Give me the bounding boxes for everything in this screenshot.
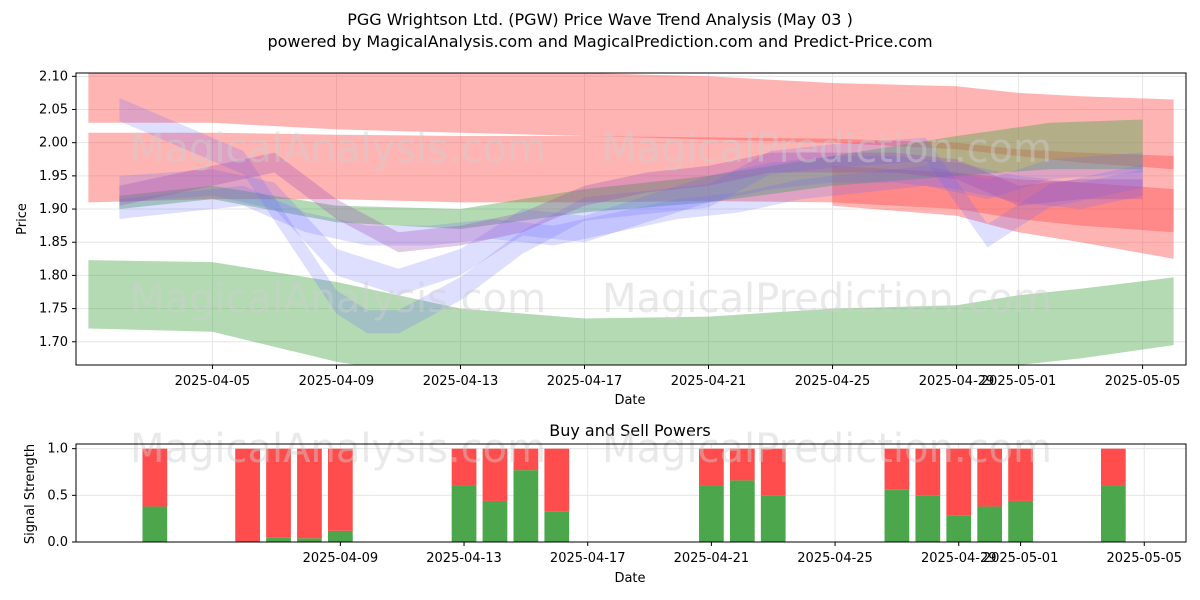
buy-bar bbox=[544, 511, 570, 542]
price-axis-ticks: 1.70 1.75 1.80 1.85 1.90 1.95 2.00 2.05 2.10 2025… bbox=[39, 69, 1180, 389]
price-xtick-label: 2025-05-05 bbox=[1105, 374, 1181, 389]
price-plot-frame bbox=[75, 72, 1187, 366]
sell-bar bbox=[482, 448, 508, 501]
buy-bar bbox=[729, 480, 755, 542]
chart-subtitle: powered by MagicalAnalysis.com and Magic… bbox=[267, 32, 932, 51]
price-xtick-label: 2025-04-21 bbox=[671, 374, 747, 389]
price-ytick-label: 1.80 bbox=[39, 268, 68, 283]
sell-bar bbox=[729, 448, 755, 481]
price-chart: MagicalAnalysis.com MagicalPrediction.co… bbox=[15, 69, 1187, 408]
price-watermarks: MagicalAnalysis.com MagicalPrediction.co… bbox=[130, 126, 1052, 322]
price-grid bbox=[76, 73, 1186, 365]
price-band-blue bbox=[119, 156, 1143, 296]
watermark-left: MagicalAnalysis.com bbox=[130, 126, 546, 172]
buy-bar bbox=[513, 470, 539, 542]
signal-xtick-label: 2025-04-09 bbox=[303, 551, 379, 566]
sell-bar bbox=[513, 448, 539, 471]
buy-bar bbox=[142, 506, 168, 542]
watermark-right: MagicalPrediction.com bbox=[602, 276, 1052, 322]
price-xtick-label: 2025-04-25 bbox=[795, 374, 871, 389]
price-xtick-label: 2025-04-09 bbox=[299, 374, 375, 389]
price-ytick-label: 1.70 bbox=[39, 335, 68, 350]
sell-bar bbox=[235, 448, 260, 542]
price-band-green bbox=[88, 260, 1174, 365]
buy-bar bbox=[266, 537, 291, 542]
sell-bar bbox=[946, 448, 972, 516]
signal-ytick-label: 1.0 bbox=[47, 442, 68, 457]
buy-bar bbox=[884, 489, 910, 542]
signal-ytick-label: 0.5 bbox=[47, 488, 68, 503]
price-xtick-label: 2025-04-13 bbox=[423, 374, 499, 389]
price-ytick-label: 1.90 bbox=[39, 202, 68, 217]
price-band-purple bbox=[119, 152, 1143, 253]
watermark-left: MagicalAnalysis.com bbox=[130, 426, 546, 472]
buy-bar bbox=[915, 495, 941, 542]
buy-bar bbox=[327, 530, 353, 542]
price-xtick-label: 2025-05-01 bbox=[981, 374, 1057, 389]
price-ytick-label: 1.95 bbox=[39, 169, 68, 184]
price-bands bbox=[88, 73, 1174, 365]
buy-bar bbox=[699, 485, 724, 542]
signal-xlabel: Date bbox=[614, 571, 645, 586]
price-band-red bbox=[832, 165, 1174, 259]
signal-ytick-label: 0.0 bbox=[47, 535, 68, 550]
sell-bar bbox=[977, 448, 1003, 507]
price-ytick-label: 1.85 bbox=[39, 235, 68, 250]
signal-axis-ticks: 0.0 0.5 1.0 2025-04-09 2025-04-13 2025-04-17 2… bbox=[47, 442, 1182, 566]
price-ytick-label: 2.05 bbox=[39, 103, 68, 118]
buy-bar bbox=[482, 500, 508, 542]
buy-bar bbox=[946, 515, 972, 542]
sell-bar bbox=[297, 448, 322, 539]
watermark-left: MagicalAnalysis.com bbox=[130, 276, 546, 322]
chart-title: PGG Wrightson Ltd. (PGW) Price Wave Tren… bbox=[347, 10, 853, 29]
price-ylabel: Price bbox=[15, 203, 30, 235]
sell-bar bbox=[1100, 448, 1126, 486]
price-xtick-label: 2025-04-29 bbox=[919, 374, 995, 389]
sell-bar bbox=[142, 448, 168, 507]
signal-chart: Buy and Sell Powers MagicalAnalysis.com … bbox=[23, 421, 1187, 586]
price-ytick-label: 1.75 bbox=[39, 302, 68, 317]
signal-xtick-label: 2025-04-21 bbox=[674, 551, 750, 566]
signal-xtick-label: 2025-05-01 bbox=[983, 551, 1059, 566]
signal-xtick-label: 2025-04-29 bbox=[921, 551, 997, 566]
signal-ylabel: Signal Strength bbox=[23, 444, 38, 544]
price-band-blue bbox=[119, 97, 1143, 334]
signal-xtick-label: 2025-04-17 bbox=[550, 551, 626, 566]
signal-xtick-label: 2025-04-25 bbox=[797, 551, 873, 566]
price-ytick-label: 2.00 bbox=[39, 136, 68, 151]
buy-bar bbox=[297, 538, 322, 542]
sell-bar bbox=[699, 448, 724, 486]
sell-bar bbox=[544, 448, 570, 512]
sell-bar bbox=[451, 448, 477, 486]
sell-bar bbox=[760, 448, 786, 496]
buy-bar bbox=[1008, 500, 1033, 542]
watermark-right: MagicalPrediction.com bbox=[602, 426, 1052, 472]
sell-bar bbox=[915, 448, 941, 496]
buy-bar bbox=[760, 495, 786, 542]
buy-bar bbox=[977, 506, 1003, 542]
signal-xtick-label: 2025-04-13 bbox=[426, 551, 502, 566]
sell-bar bbox=[327, 448, 353, 531]
sell-bar bbox=[266, 448, 291, 538]
watermark-right: MagicalPrediction.com bbox=[602, 126, 1052, 172]
signal-xtick-label: 2025-05-05 bbox=[1106, 551, 1182, 566]
price-band-red bbox=[88, 73, 1174, 170]
price-xtick-label: 2025-04-05 bbox=[175, 374, 251, 389]
signal-watermarks: MagicalAnalysis.com MagicalPrediction.co… bbox=[130, 426, 1052, 472]
price-xtick-label: 2025-04-17 bbox=[547, 374, 623, 389]
signal-plot-frame bbox=[75, 443, 1187, 543]
signal-title: Buy and Sell Powers bbox=[549, 421, 711, 440]
buy-bar bbox=[1100, 485, 1126, 542]
price-band-blue bbox=[119, 152, 1143, 246]
sell-bar bbox=[884, 448, 910, 490]
price-band-green bbox=[119, 119, 1143, 229]
buy-bar bbox=[451, 485, 477, 542]
price-band-red bbox=[88, 132, 1174, 233]
signal-bars bbox=[142, 448, 1126, 542]
price-ytick-label: 2.10 bbox=[39, 69, 68, 84]
sell-bar bbox=[1008, 448, 1033, 501]
price-xlabel: Date bbox=[614, 393, 645, 408]
